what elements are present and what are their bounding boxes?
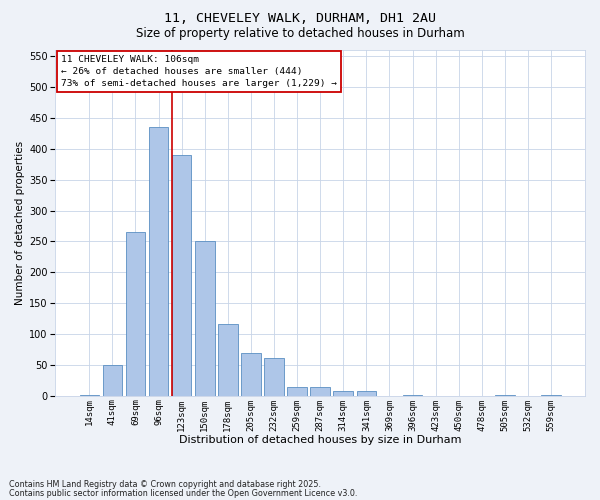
Bar	[264, 358, 284, 396]
Bar	[495, 395, 515, 396]
Text: Contains public sector information licensed under the Open Government Licence v3: Contains public sector information licen…	[9, 488, 358, 498]
Text: Contains HM Land Registry data © Crown copyright and database right 2025.: Contains HM Land Registry data © Crown c…	[9, 480, 321, 489]
Text: Size of property relative to detached houses in Durham: Size of property relative to detached ho…	[136, 28, 464, 40]
Bar	[403, 394, 422, 396]
Bar	[103, 365, 122, 396]
Bar	[541, 394, 561, 396]
Bar	[241, 353, 261, 396]
Y-axis label: Number of detached properties: Number of detached properties	[15, 141, 25, 305]
Bar	[172, 155, 191, 396]
Bar	[125, 232, 145, 396]
Bar	[149, 127, 169, 396]
Bar	[356, 392, 376, 396]
Bar	[195, 242, 215, 396]
Text: 11, CHEVELEY WALK, DURHAM, DH1 2AU: 11, CHEVELEY WALK, DURHAM, DH1 2AU	[164, 12, 436, 26]
Bar	[218, 324, 238, 396]
Bar	[80, 394, 99, 396]
Bar	[334, 391, 353, 396]
X-axis label: Distribution of detached houses by size in Durham: Distribution of detached houses by size …	[179, 435, 461, 445]
Bar	[287, 386, 307, 396]
Bar	[310, 387, 330, 396]
Text: 11 CHEVELEY WALK: 106sqm
← 26% of detached houses are smaller (444)
73% of semi-: 11 CHEVELEY WALK: 106sqm ← 26% of detach…	[61, 55, 337, 88]
